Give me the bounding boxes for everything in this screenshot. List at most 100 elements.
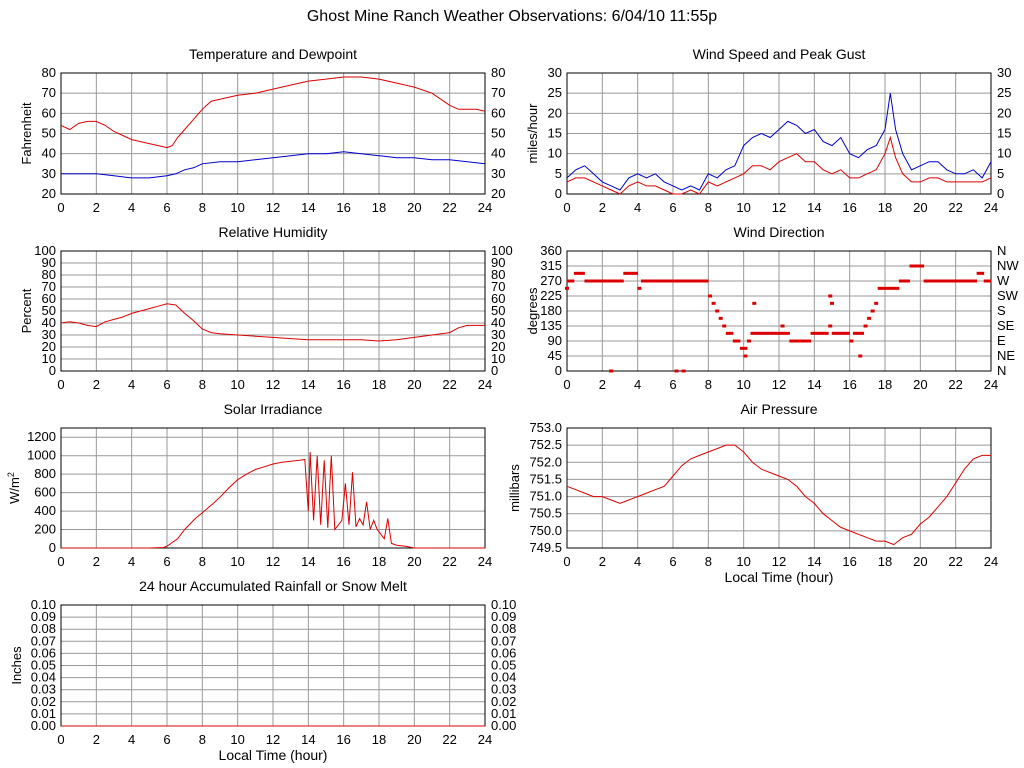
y-tick-label-right: 40 <box>491 146 505 161</box>
chart-rain: 24 hour Accumulated Rainfall or Snow Mel… <box>9 578 516 763</box>
y-tick-label: 20 <box>42 186 56 201</box>
data-point <box>644 279 649 283</box>
data-point <box>780 324 785 328</box>
data-point <box>930 279 935 283</box>
data-point <box>602 279 607 283</box>
x-tick-label: 14 <box>807 554 821 569</box>
data-point <box>708 294 713 298</box>
data-point <box>580 271 585 275</box>
data-point <box>881 286 886 290</box>
y-tick-label-right: 0.05 <box>491 658 516 673</box>
x-tick-label: 24 <box>478 554 492 569</box>
chart-title: Wind Direction <box>733 224 824 240</box>
x-tick-label: 14 <box>807 377 821 392</box>
data-point <box>672 279 677 283</box>
y-tick-label: 0.05 <box>31 658 56 673</box>
x-tick-label: 10 <box>230 377 244 392</box>
data-point <box>821 331 826 335</box>
data-point <box>796 339 801 343</box>
x-tick-label: 22 <box>948 377 962 392</box>
data-point <box>619 279 624 283</box>
x-tick-label: 0 <box>57 554 64 569</box>
data-point <box>605 279 610 283</box>
y-tick-label-right: 30 <box>491 327 505 342</box>
data-point <box>750 331 755 335</box>
x-tick-label: 16 <box>842 554 856 569</box>
data-point <box>640 279 645 283</box>
x-tick-label: 12 <box>772 200 786 215</box>
data-point <box>674 369 679 373</box>
data-point <box>591 279 596 283</box>
page-title: Ghost Mine Ranch Weather Observations: 6… <box>306 8 718 25</box>
data-point <box>577 271 582 275</box>
data-point <box>838 331 843 335</box>
x-tick-label: 14 <box>301 554 315 569</box>
data-point <box>764 331 769 335</box>
y-axis-label: degrees <box>525 287 540 334</box>
y-tick-label: 750.5 <box>529 506 562 521</box>
x-tick-label: 12 <box>266 554 280 569</box>
data-point <box>874 301 879 305</box>
y-tick-label: 0 <box>555 363 562 378</box>
y-tick-label: 0.00 <box>31 718 56 733</box>
data-point <box>665 279 670 283</box>
data-point <box>752 301 757 305</box>
chart-title: Solar Irradiance <box>224 401 323 417</box>
y-tick-label: 50 <box>42 303 56 318</box>
y-tick-label: 20 <box>548 105 562 120</box>
chart-title: 24 hour Accumulated Rainfall or Snow Mel… <box>139 578 407 594</box>
y-tick-label: 749.5 <box>529 540 562 555</box>
data-point <box>902 279 907 283</box>
x-tick-label: 6 <box>669 377 676 392</box>
y-tick-label: 600 <box>34 485 56 500</box>
data-point <box>651 279 656 283</box>
data-point <box>842 331 847 335</box>
y-axis-label-text: Fahrenheit <box>19 102 34 165</box>
x-tick-label: 18 <box>372 732 386 747</box>
y-axis-label-text: Percent <box>19 288 34 333</box>
data-point <box>732 339 737 343</box>
data-point <box>584 279 589 283</box>
data-point <box>690 279 695 283</box>
data-point <box>718 316 723 320</box>
y-tick-label: 45 <box>548 348 562 363</box>
x-axis-label: Local Time (hour) <box>725 569 834 585</box>
x-tick-label: 12 <box>266 200 280 215</box>
y-tick-label-right: 70 <box>491 85 505 100</box>
y-tick-label-right: 5 <box>997 166 1004 181</box>
data-point <box>860 331 865 335</box>
y-tick-label-right: 0.10 <box>491 597 516 612</box>
y-tick-label-right: 0.06 <box>491 645 516 660</box>
y-tick-label: 1000 <box>27 448 56 463</box>
x-tick-label: 18 <box>372 554 386 569</box>
data-point <box>768 331 773 335</box>
data-point <box>807 339 812 343</box>
plot-frame <box>60 250 486 372</box>
series-line-1 <box>566 135 992 195</box>
data-point <box>662 279 667 283</box>
data-point <box>803 339 808 343</box>
data-point <box>980 271 985 275</box>
data-point <box>693 279 698 283</box>
y-tick-label-right: NW <box>997 258 1019 273</box>
x-tick-label: 8 <box>705 554 712 569</box>
x-tick-label: 6 <box>163 377 170 392</box>
y-tick-label-right: 0.07 <box>491 633 516 648</box>
y-tick-label: 0 <box>49 540 56 555</box>
data-point <box>867 316 872 320</box>
data-point <box>969 279 974 283</box>
x-tick-label: 12 <box>266 377 280 392</box>
y-tick-label: 0.06 <box>31 645 56 660</box>
data-point <box>987 279 992 283</box>
x-tick-label: 12 <box>772 377 786 392</box>
data-point <box>648 279 653 283</box>
data-point <box>830 301 834 305</box>
plot-frame <box>566 250 992 372</box>
series-line-0 <box>61 451 485 549</box>
data-point <box>923 279 928 283</box>
x-axis-label: Local Time (hour) <box>219 747 328 763</box>
y-tick-label: 60 <box>42 291 56 306</box>
x-tick-label: 4 <box>128 377 135 392</box>
data-point <box>785 331 790 335</box>
y-tick-label-right: SE <box>997 318 1015 333</box>
